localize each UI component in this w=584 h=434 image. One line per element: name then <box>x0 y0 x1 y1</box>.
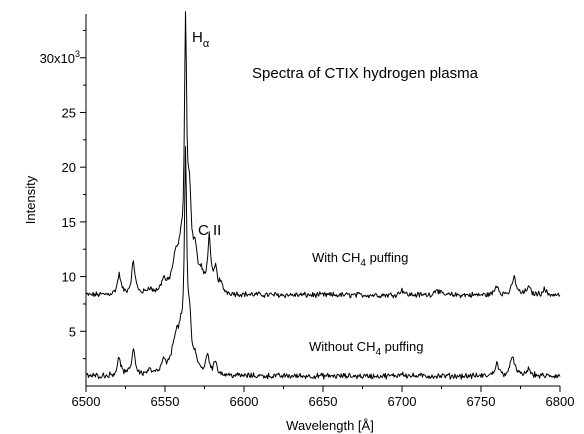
with-ch4-prefix: With CH <box>312 250 360 265</box>
series-line-without-ch4 <box>85 146 561 380</box>
y-tick-label: 15 <box>62 215 76 230</box>
x-tick-label: 6600 <box>230 394 259 409</box>
with-ch4-suffix: puffing <box>366 250 408 265</box>
y-tick-label: 20 <box>62 160 76 175</box>
h-alpha-subscript: α <box>203 38 210 50</box>
h-alpha-letter: H <box>192 29 203 46</box>
x-ticks: 6500 6550 6600 6650 6700 6750 6800 <box>72 386 575 409</box>
x-tick-label: 6650 <box>309 394 338 409</box>
with-ch4-subscript: 4 <box>360 258 366 269</box>
x-tick-label: 6550 <box>151 394 180 409</box>
x-tick-label: 6700 <box>388 394 417 409</box>
series-layer <box>85 11 561 380</box>
x-tick-label: 6800 <box>546 394 575 409</box>
chart-title: Spectra of CTIX hydrogen plasma <box>252 65 479 82</box>
without-ch4-prefix: Without CH <box>309 339 375 354</box>
h-alpha-label: Hα <box>192 29 210 50</box>
series-line-with-ch4 <box>85 11 561 299</box>
y-tick-label: 5 <box>69 324 76 339</box>
y-axis-title: Intensity <box>23 175 38 224</box>
x-axis-title: Wavelength [Å] <box>286 418 374 433</box>
with-ch4-label: With CH4 puffing <box>312 250 408 269</box>
without-ch4-label: Without CH4 puffing <box>309 339 423 358</box>
x-tick-label: 6500 <box>72 394 101 409</box>
c-ii-label: C II <box>198 222 221 239</box>
y-tick-label: 30x103 <box>40 49 80 66</box>
without-ch4-suffix: puffing <box>381 339 423 354</box>
x-tick-label: 6750 <box>467 394 496 409</box>
y-tick-label: 25 <box>62 105 76 120</box>
without-ch4-subscript: 4 <box>375 347 381 358</box>
y-tick-label: 10 <box>62 270 76 285</box>
y-ticks: 5 10 15 20 25 30x103 <box>40 29 86 360</box>
